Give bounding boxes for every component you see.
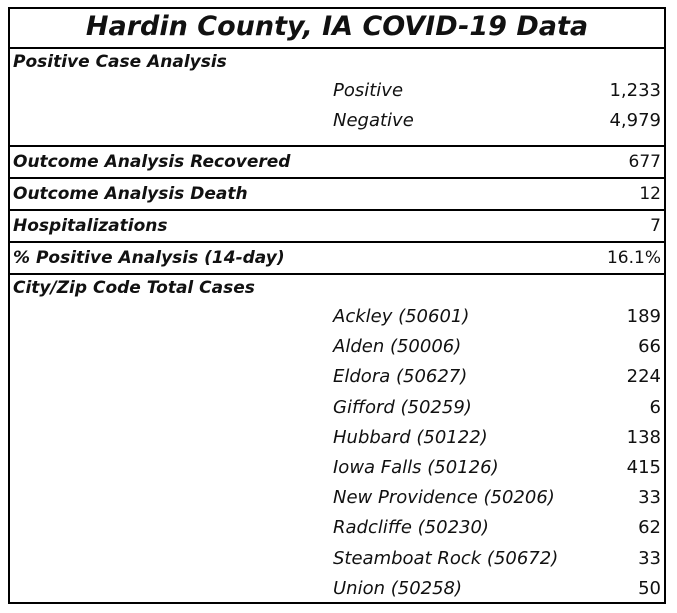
list-item: Gifford (50259) 6 (10, 393, 664, 423)
list-item: Iowa Falls (50126) 415 (10, 453, 664, 483)
list-item: Union (50258) 50 (10, 574, 664, 604)
row-value: 12 (639, 184, 661, 204)
positive-row: Positive 1,233 (10, 76, 664, 106)
hospitalizations-row: Hospitalizations 7 (10, 211, 664, 241)
negative-row: Negative 4,979 (10, 106, 664, 136)
row-value: 224 (626, 366, 661, 388)
row-label: Radcliffe (50230) (333, 517, 489, 539)
list-item: Hubbard (50122) 138 (10, 423, 664, 453)
page-title: Hardin County, IA COVID-19 Data (10, 9, 664, 49)
row-label: Gifford (50259) (333, 396, 472, 418)
row-label: Union (50258) (333, 577, 463, 599)
row-value: 62 (638, 517, 661, 539)
positive-case-section: Positive Case Analysis Positive 1,233 Ne… (10, 49, 664, 147)
row-label: Hubbard (50122) (333, 426, 488, 448)
list-item: Alden (50006) 66 (10, 332, 664, 362)
row-value: 66 (638, 336, 661, 358)
row-value: 50 (638, 577, 661, 599)
row-value: 138 (626, 426, 661, 448)
row-value: 33 (638, 487, 661, 509)
list-item: Ackley (50601) 189 (10, 302, 664, 332)
row-label: Positive (333, 80, 404, 101)
row-value: 6 (649, 396, 661, 418)
row-value: 4,979 (609, 110, 661, 131)
list-item: Steamboat Rock (50672) 33 (10, 544, 664, 574)
row-label: Ackley (50601) (333, 306, 470, 327)
data-table: Hardin County, IA COVID-19 Data Positive… (8, 7, 666, 604)
section-header: City/Zip Code Total Cases (13, 278, 255, 298)
list-item: Radcliffe (50230) 62 (10, 513, 664, 543)
row-value: 415 (626, 456, 661, 478)
row-value: 677 (628, 152, 661, 172)
recovered-section: Outcome Analysis Recovered 677 (10, 147, 664, 179)
positivity-row: % Positive Analysis (14-day) 16.1% (10, 243, 664, 273)
row-label: Iowa Falls (50126) (333, 456, 499, 478)
row-value: 7 (650, 216, 661, 236)
row-value: 33 (638, 547, 661, 569)
row-label: New Providence (50206) (333, 487, 555, 509)
death-row: Outcome Analysis Death 12 (10, 179, 664, 209)
list-item: Eldora (50627) 224 (10, 362, 664, 392)
row-value: 189 (626, 306, 661, 327)
row-label: Negative (333, 110, 414, 131)
row-label: Eldora (50627) (333, 366, 468, 388)
row-label: Hospitalizations (13, 216, 168, 236)
row-value: 16.1% (606, 248, 661, 268)
row-label: Outcome Analysis Recovered (13, 152, 291, 172)
hospitalizations-section: Hospitalizations 7 (10, 211, 664, 243)
recovered-row: Outcome Analysis Recovered 677 (10, 147, 664, 177)
section-header: Positive Case Analysis (13, 52, 227, 72)
row-value: 1,233 (609, 80, 661, 101)
row-label: Alden (50006) (333, 336, 462, 358)
list-item: New Providence (50206) 33 (10, 483, 664, 513)
row-label: Outcome Analysis Death (13, 184, 248, 204)
death-section: Outcome Analysis Death 12 (10, 179, 664, 211)
row-label: % Positive Analysis (14-day) (13, 248, 285, 268)
row-label: Steamboat Rock (50672) (333, 547, 559, 569)
city-zip-section: City/Zip Code Total Cases Ackley (50601)… (10, 275, 664, 604)
positivity-section: % Positive Analysis (14-day) 16.1% (10, 243, 664, 275)
